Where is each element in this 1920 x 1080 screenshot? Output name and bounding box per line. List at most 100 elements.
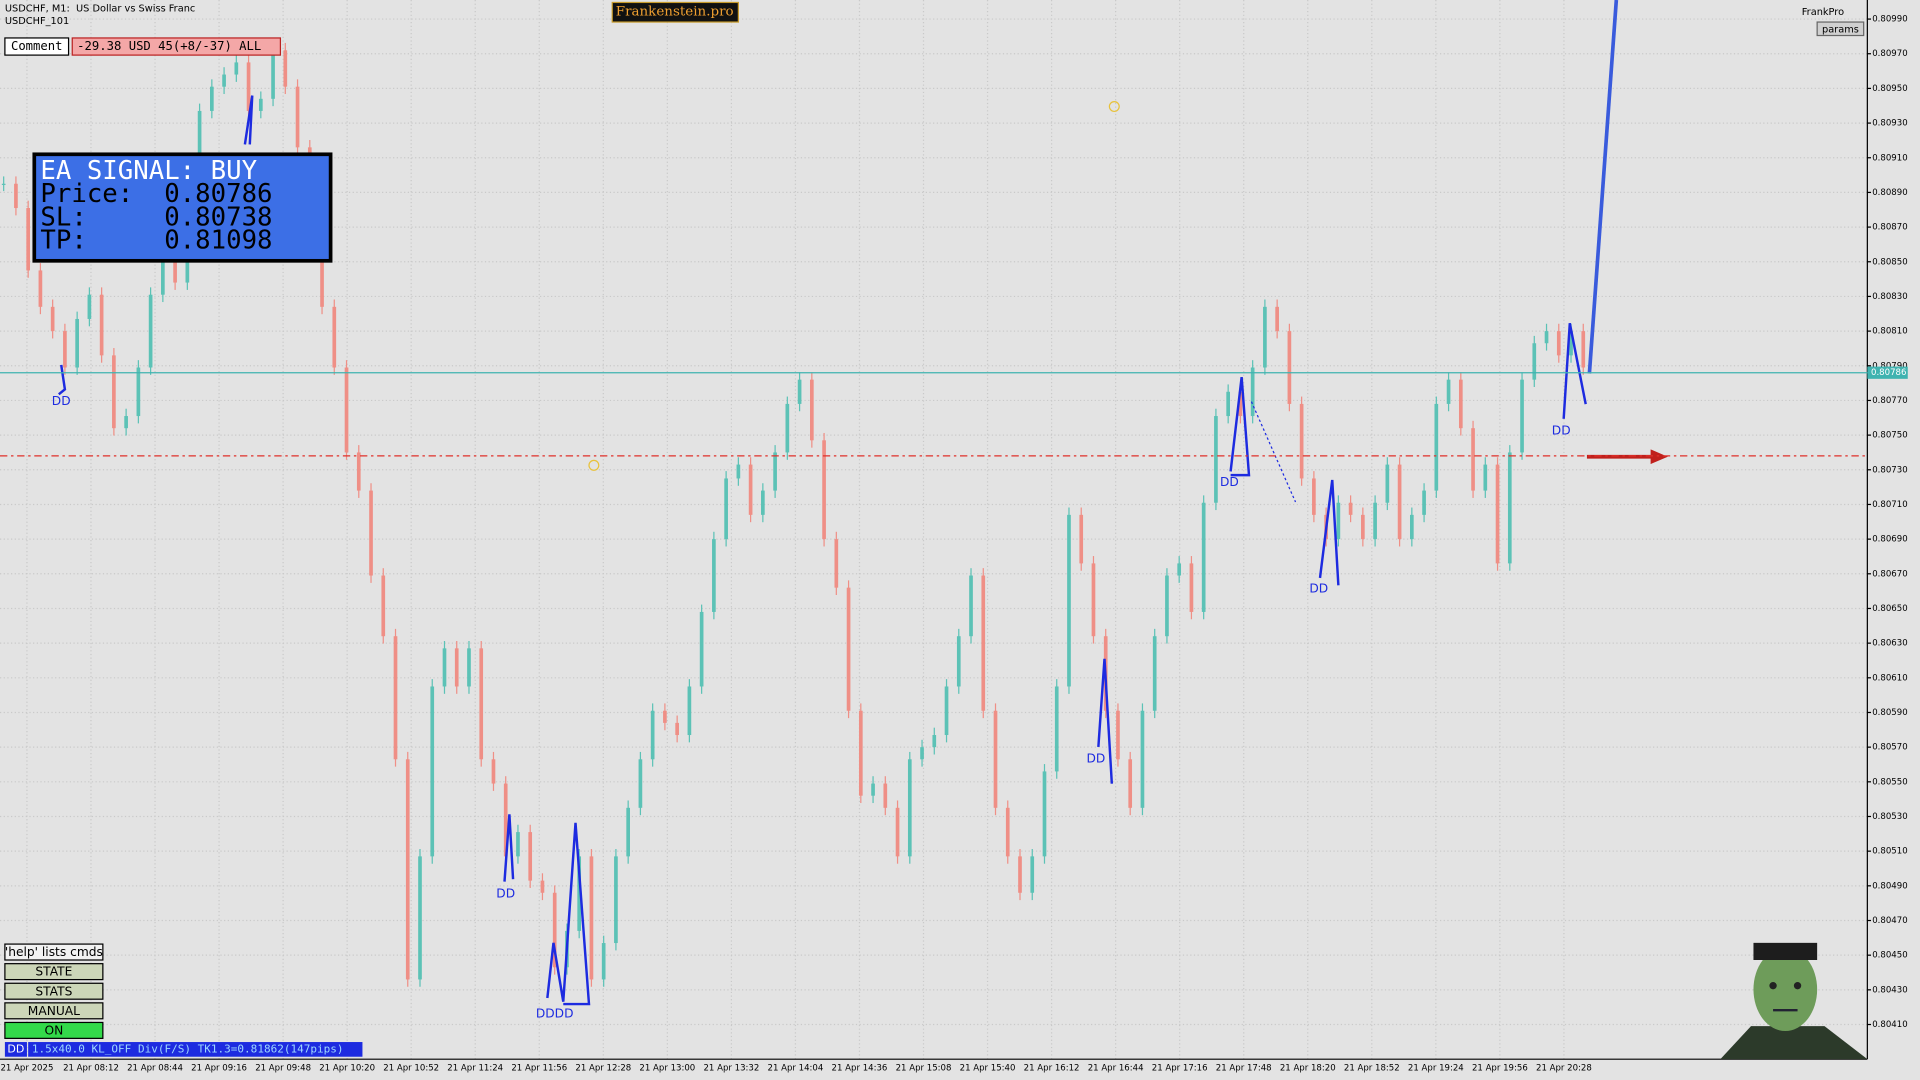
candle — [393, 636, 398, 760]
y-tick-label: 0.80530 — [1872, 812, 1907, 822]
candle — [528, 832, 533, 881]
comment-label: Comment — [11, 39, 63, 53]
candle — [161, 258, 165, 295]
candle — [173, 258, 177, 283]
y-tick-label: 0.80810 — [1872, 327, 1907, 337]
candle — [712, 539, 716, 612]
x-tick-label: 21 Apr 19:24 — [1408, 1063, 1464, 1073]
state-label[interactable]: STATE — [35, 965, 72, 979]
candle — [112, 355, 116, 429]
candle — [895, 807, 900, 857]
candle — [14, 183, 18, 209]
on-button[interactable] — [4, 1021, 104, 1039]
candle — [1312, 478, 1316, 515]
candle — [1410, 514, 1414, 540]
candle — [614, 856, 618, 944]
candle — [516, 832, 520, 857]
dd-marker: DD — [1552, 424, 1571, 438]
y-tick-label: 0.80590 — [1872, 708, 1907, 718]
y-tick-label: 0.80550 — [1872, 777, 1907, 787]
candle — [136, 367, 141, 417]
candle — [210, 86, 214, 111]
candle — [1079, 514, 1084, 564]
candle — [822, 440, 826, 540]
candle — [1275, 306, 1279, 332]
x-tick-label: 21 Apr 20:28 — [1536, 1063, 1592, 1073]
candle — [883, 783, 888, 808]
x-tick-label: 21 Apr 15:08 — [896, 1063, 952, 1073]
candle — [1201, 502, 1206, 612]
y-tick-label: 0.80910 — [1872, 153, 1907, 163]
candle — [1373, 502, 1377, 540]
candle — [1165, 575, 1169, 637]
candle — [1263, 306, 1267, 368]
help-label[interactable]: 'help' lists cmds — [5, 945, 103, 959]
manual-label[interactable]: MANUAL — [28, 1004, 80, 1018]
candle — [1152, 636, 1157, 711]
dd-marker: DDDD — [536, 1006, 574, 1020]
candle — [332, 306, 337, 368]
y-tick-label: 0.80990 — [1872, 15, 1907, 25]
y-tick-label: 0.80870 — [1872, 223, 1907, 233]
trend-link — [1250, 401, 1297, 503]
brand-box — [611, 1, 739, 23]
status-text: 1.5x40.0 KL_OFF Div(F/S) TK1.3=0.81862(1… — [32, 1042, 344, 1055]
stats-button[interactable] — [4, 982, 104, 1000]
params-label[interactable]: params — [1822, 24, 1859, 35]
candle — [748, 464, 753, 515]
stats-label[interactable]: STATS — [35, 984, 72, 998]
on-label[interactable]: ON — [44, 1024, 63, 1038]
x-tick-label: 21 Apr 16:12 — [1024, 1063, 1080, 1073]
x-tick-label: 21 Apr 14:04 — [768, 1063, 824, 1073]
x-tick-label: 21 Apr 2025 — [0, 1063, 53, 1073]
params-button[interactable] — [1816, 21, 1865, 37]
candle — [1507, 452, 1512, 564]
candle — [320, 246, 324, 307]
candle — [577, 856, 582, 931]
candle — [663, 710, 667, 723]
candle — [1299, 403, 1304, 479]
y-tick-label: 0.80950 — [1872, 84, 1907, 94]
candle — [1030, 856, 1035, 893]
x-tick-label: 21 Apr 14:36 — [832, 1063, 888, 1073]
candle — [1067, 514, 1071, 687]
dd-shape — [1562, 323, 1587, 419]
manual-button[interactable] — [4, 1002, 104, 1020]
candle — [344, 367, 349, 453]
x-tick-label: 21 Apr 10:52 — [383, 1063, 439, 1073]
x-tick-label: 21 Apr 09:16 — [191, 1063, 247, 1073]
dd-shape — [1318, 479, 1340, 586]
candle — [785, 403, 790, 453]
candle — [491, 759, 496, 784]
candle — [1189, 563, 1194, 612]
candle — [1556, 331, 1561, 356]
candle — [430, 686, 435, 857]
candle — [283, 50, 288, 87]
candle — [63, 331, 67, 368]
candle — [1005, 807, 1010, 857]
candle — [724, 478, 728, 540]
candle — [1361, 514, 1365, 540]
candle — [124, 416, 128, 429]
y-tick-label: 0.80570 — [1872, 743, 1907, 753]
y-tick-label: 0.80430 — [1872, 985, 1907, 995]
dd-shape — [243, 95, 254, 145]
y-tick-label: 0.80650 — [1872, 604, 1907, 614]
candle — [1422, 490, 1426, 515]
candle — [1336, 502, 1341, 540]
dd-shape — [503, 814, 515, 882]
tp-projection — [1587, 0, 1619, 374]
state-button[interactable] — [4, 963, 104, 981]
candle — [1495, 464, 1500, 564]
help-button[interactable] — [4, 943, 104, 961]
candle — [871, 783, 875, 796]
dd-shape — [1097, 658, 1114, 784]
y-tick-label: 0.80770 — [1872, 396, 1907, 406]
candle — [773, 452, 777, 491]
candle — [1238, 391, 1243, 417]
candle — [99, 294, 104, 356]
avatar — [1720, 942, 1868, 1060]
candle — [1532, 343, 1537, 380]
x-tick-label: 21 Apr 13:00 — [639, 1063, 695, 1073]
